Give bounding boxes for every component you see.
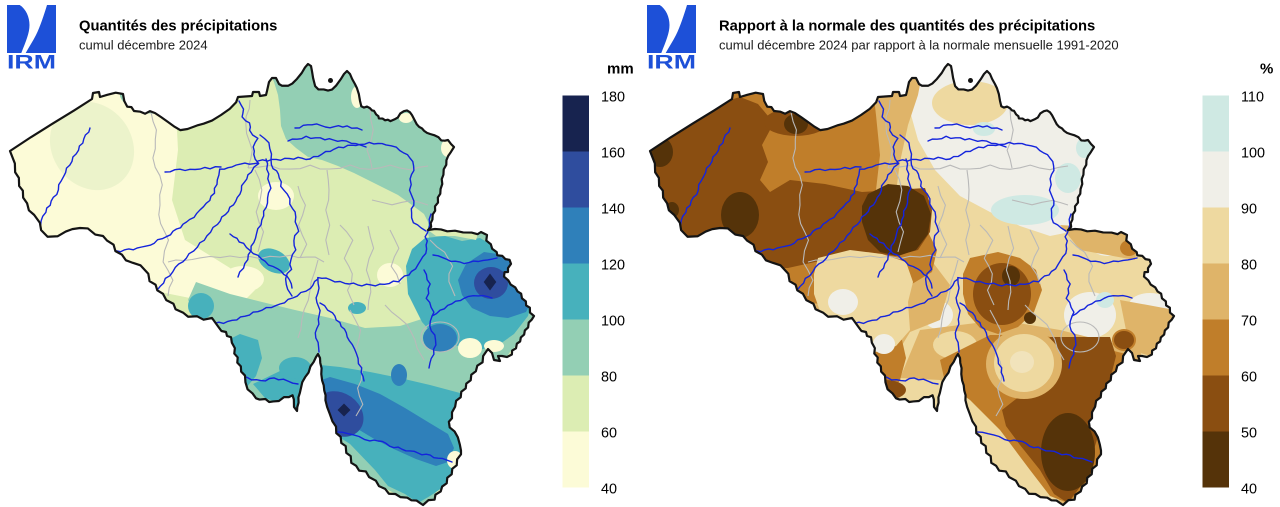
svg-text:%: % <box>1260 61 1273 78</box>
svg-text:80: 80 <box>1241 258 1257 274</box>
svg-text:100: 100 <box>601 314 625 330</box>
svg-text:160: 160 <box>601 146 625 162</box>
svg-text:70: 70 <box>1241 314 1257 330</box>
svg-text:110: 110 <box>1241 90 1264 106</box>
svg-text:180: 180 <box>601 90 625 106</box>
svg-text:Quantités des précipitations: Quantités des précipitations <box>79 19 277 35</box>
svg-text:80: 80 <box>601 370 617 386</box>
svg-text:50: 50 <box>1241 426 1257 442</box>
svg-text:IRM: IRM <box>647 52 696 74</box>
svg-text:90: 90 <box>1241 202 1257 218</box>
svg-text:120: 120 <box>601 258 625 274</box>
svg-text:cumul décembre 2024 par rappor: cumul décembre 2024 par rapport à la nor… <box>719 37 1119 52</box>
svg-text:40: 40 <box>1241 482 1257 498</box>
svg-text:140: 140 <box>601 202 625 218</box>
svg-text:60: 60 <box>601 426 617 442</box>
svg-text:100: 100 <box>1241 146 1265 162</box>
svg-text:IRM: IRM <box>7 52 56 74</box>
svg-text:Rapport à la normale des quant: Rapport à la normale des quantités des p… <box>719 19 1095 35</box>
svg-text:60: 60 <box>1241 370 1257 386</box>
svg-text:mm: mm <box>607 61 634 78</box>
svg-text:cumul décembre 2024: cumul décembre 2024 <box>79 37 208 52</box>
svg-text:40: 40 <box>601 482 617 498</box>
